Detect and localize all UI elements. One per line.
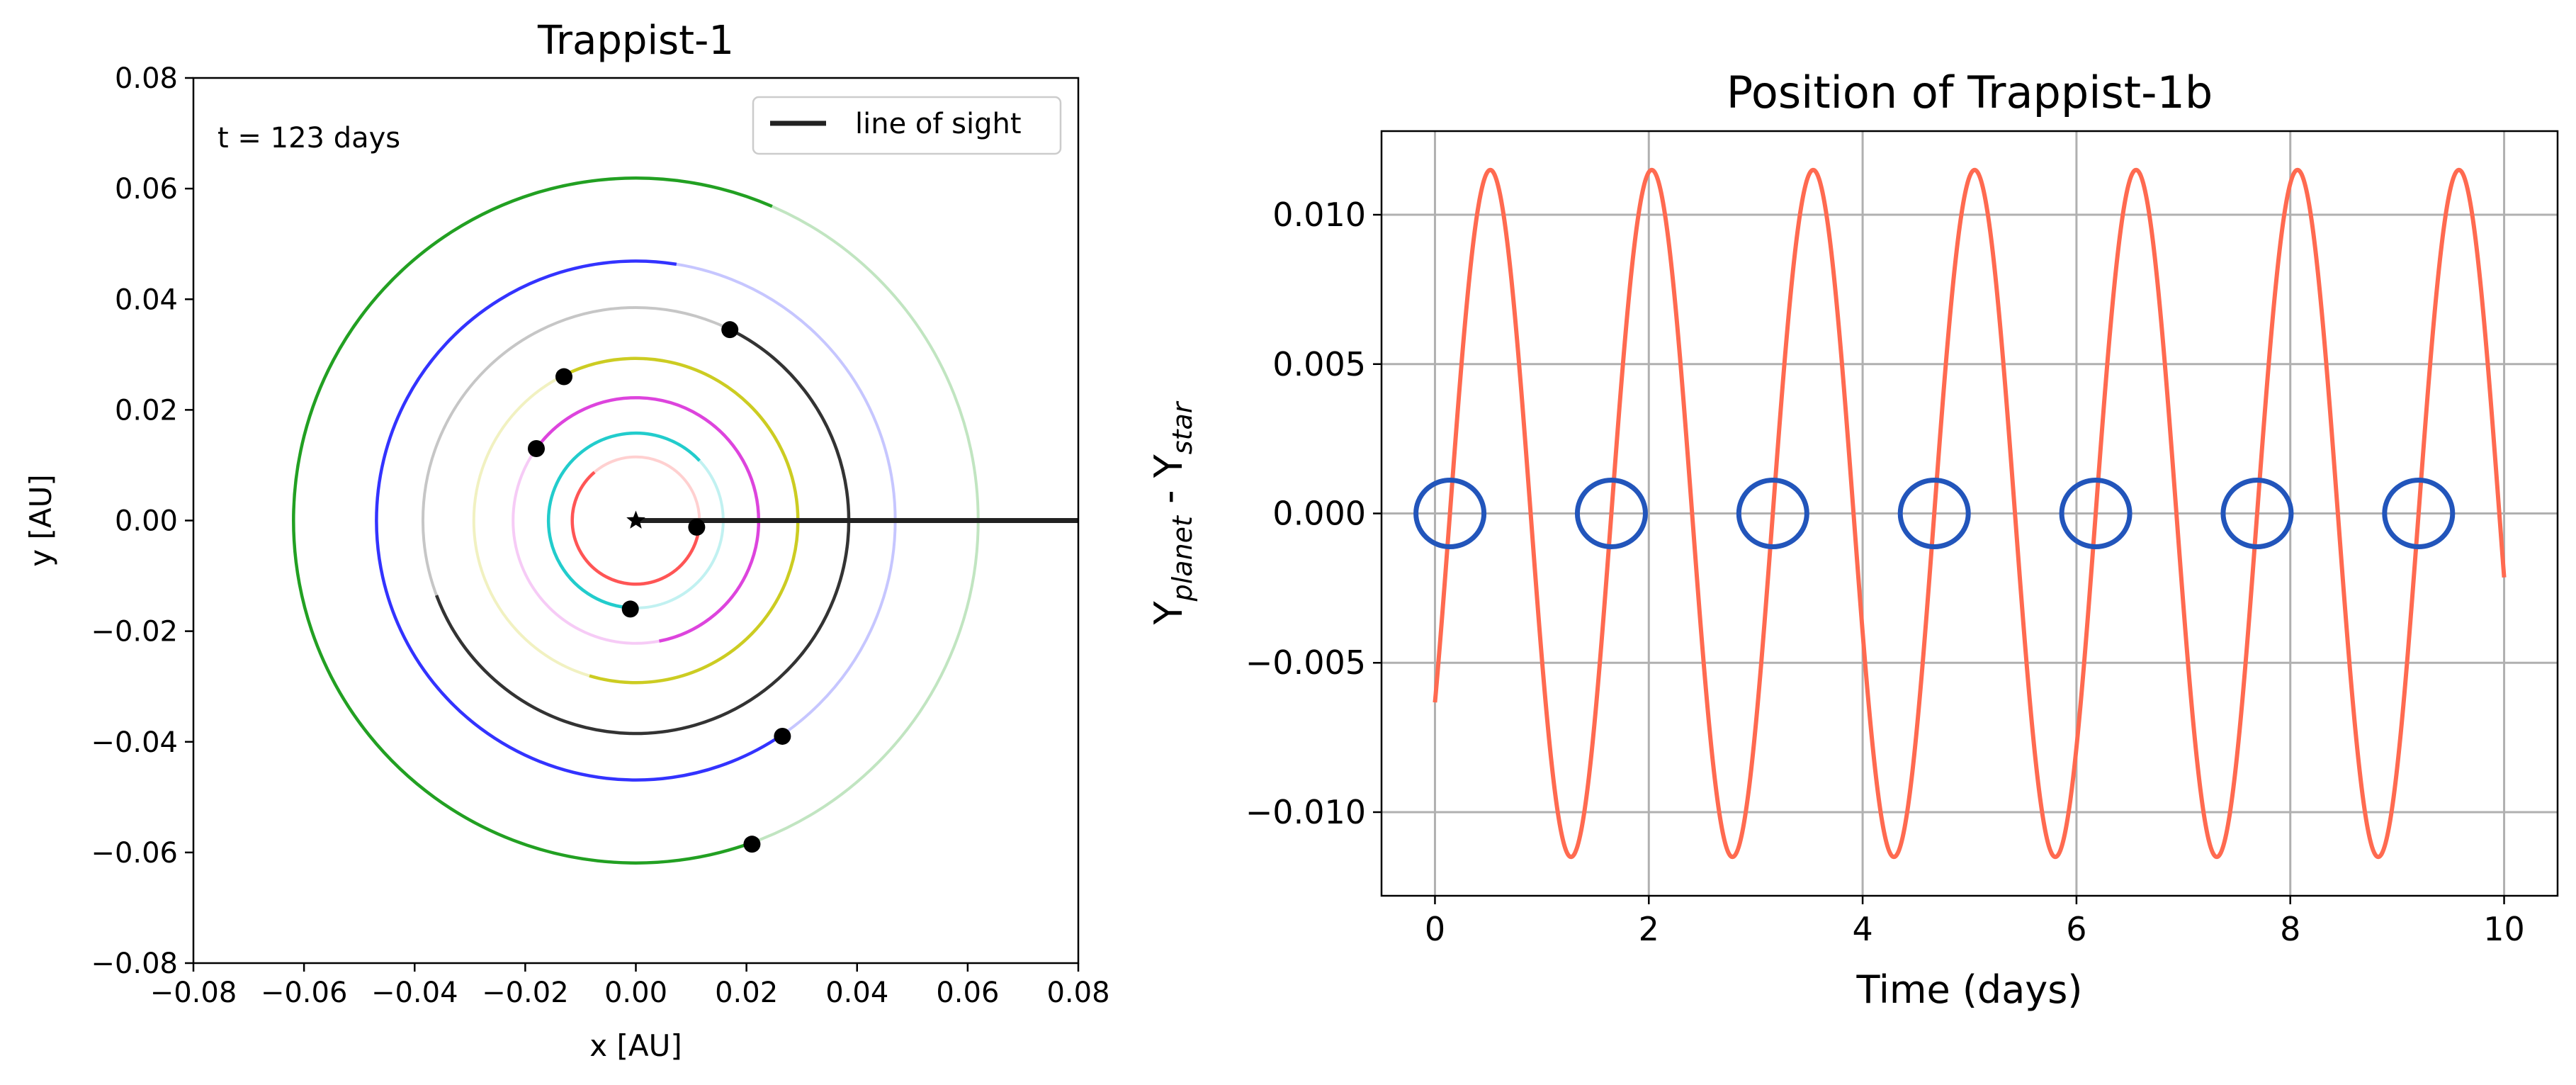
orbit-trail-3 — [563, 356, 800, 685]
legend-label: line of sight — [855, 108, 1022, 140]
x-tick-label: 0 — [1425, 910, 1445, 948]
crossing-circle-6 — [2382, 478, 2456, 549]
y-tick-label: 0.005 — [1272, 345, 1366, 383]
y-tick-label: 0.08 — [115, 62, 178, 95]
chart-title: Position of Trappist-1b — [1727, 67, 2213, 118]
planet-marker-3 — [555, 368, 573, 386]
planet-marker-6 — [743, 836, 761, 853]
legend: line of sight — [752, 96, 1062, 155]
orbit-trail-0 — [570, 471, 701, 586]
x-tick-label: 0.00 — [604, 977, 667, 1009]
crossing-circle-0 — [1413, 478, 1487, 549]
y-tick-label: −0.010 — [1245, 793, 1366, 831]
orbit-trail-4 — [435, 327, 851, 736]
x-tick-label: −0.02 — [482, 977, 569, 1009]
y-tick-label: −0.08 — [91, 948, 178, 980]
y-tick-label: −0.04 — [91, 726, 178, 759]
crossing-circle-4 — [2059, 478, 2132, 549]
crossing-circle-1 — [1574, 478, 1648, 549]
y-tick-label: 0.00 — [115, 505, 178, 538]
y-tick-label: −0.005 — [1245, 643, 1366, 682]
planet-marker-4 — [721, 321, 739, 339]
y-tick-label: −0.06 — [91, 837, 178, 870]
y-tick-label: 0.04 — [115, 283, 178, 316]
x-axis-label: x [AU] — [589, 1028, 682, 1063]
series-line-0 — [1433, 167, 2507, 860]
y-tick-label: 0.02 — [115, 394, 178, 427]
y-axis-label-part-2: - Y — [1146, 454, 1191, 516]
orbit-trail-2 — [535, 395, 761, 643]
x-tick-label: 0.04 — [825, 977, 888, 1009]
x-axis-label: Time (days) — [1856, 967, 2083, 1012]
y-axis-label: y [AU] — [23, 474, 58, 566]
orbit-trail-5 — [375, 259, 783, 782]
y-tick-label: 0.000 — [1272, 495, 1366, 533]
orbit-trail-1 — [546, 431, 701, 609]
x-tick-label: 0.08 — [1046, 977, 1109, 1009]
y-tick-label: −0.02 — [91, 616, 178, 648]
y-axis-label-part-1: planet — [1167, 515, 1198, 602]
x-tick-label: −0.04 — [371, 977, 458, 1009]
x-tick-label: 4 — [1852, 910, 1872, 948]
orbit-chart: −0.08 −0.06 −0.04 −0.02 0.00 0.02 0.04 0.06 0.08… — [23, 18, 1110, 1063]
x-tick-label: −0.08 — [150, 977, 237, 1009]
y-tick-label: 0.06 — [115, 173, 178, 206]
planet-marker-5 — [774, 727, 791, 745]
star-marker — [626, 510, 645, 529]
position-chart: 0 2 4 6 8 10 −0.010 −0.005 0.000 0.005 0.010 Positi… — [1146, 67, 2559, 1012]
legend-box — [752, 96, 1062, 155]
x-tick-label: 0.02 — [715, 977, 778, 1009]
y-axis-label-part-3: star — [1167, 400, 1198, 454]
chart-title: Trappist-1 — [537, 18, 734, 64]
x-tick-label: 2 — [1639, 910, 1659, 948]
planet-marker-2 — [527, 440, 545, 458]
x-tick-label: 0.06 — [936, 977, 999, 1009]
x-tick-label: −0.06 — [261, 977, 348, 1009]
x-tick-label: 8 — [2280, 910, 2300, 948]
crossing-circle-3 — [1897, 478, 1971, 549]
time-annotation: t = 123 days — [218, 122, 400, 154]
crossing-circle-2 — [1736, 478, 1809, 549]
x-tick-label: 10 — [2483, 910, 2525, 948]
planet-marker-1 — [621, 600, 639, 618]
x-tick-label: 6 — [2066, 910, 2086, 948]
planet-marker-0 — [688, 518, 706, 536]
orbit-trail-6 — [292, 176, 773, 865]
y-tick-label: 0.010 — [1272, 196, 1366, 234]
crossing-circle-5 — [2220, 478, 2294, 549]
y-axis-label-part-0: Y — [1146, 600, 1191, 625]
y-axis-label: Yplanet - Ystar — [1146, 400, 1198, 625]
